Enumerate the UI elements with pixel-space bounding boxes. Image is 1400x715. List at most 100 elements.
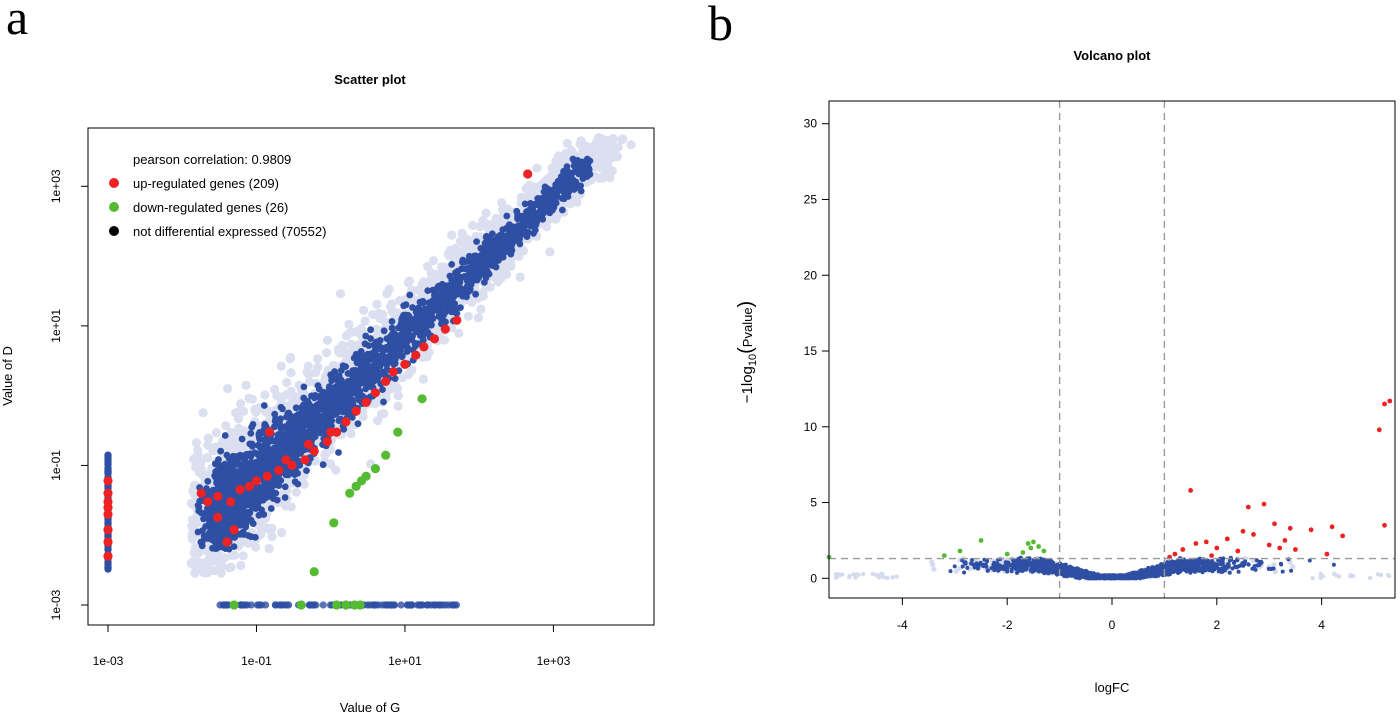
scatter-point	[418, 374, 428, 384]
scatter-point	[236, 560, 246, 571]
scatter-point	[445, 245, 455, 255]
scatter-point	[506, 221, 513, 229]
scatter-point	[608, 152, 618, 162]
scatter-point	[239, 506, 247, 514]
scatter-point	[547, 171, 557, 181]
scatter-point	[440, 262, 450, 272]
scatter-point	[525, 180, 535, 190]
scatter-point	[187, 530, 197, 540]
scatter-point	[367, 335, 374, 342]
scatter-point	[331, 368, 339, 376]
scatter-point	[212, 526, 220, 533]
scatter-point	[596, 162, 606, 173]
scatter-point	[232, 509, 240, 516]
scatter-point	[216, 568, 226, 578]
scatter-point	[334, 347, 344, 357]
scatter-point	[426, 311, 434, 318]
scatter-point	[569, 155, 577, 163]
scatter-point	[277, 443, 285, 451]
scatter-point	[191, 562, 201, 573]
scatter-point	[503, 212, 511, 220]
scatter-point	[493, 277, 503, 287]
scatter-point	[292, 404, 300, 412]
scatter-point	[360, 366, 367, 374]
scatter-point	[229, 440, 239, 450]
scatter-point	[226, 562, 236, 572]
scatter-point	[247, 430, 255, 437]
scatter-point	[507, 247, 514, 255]
scatter-point	[449, 286, 457, 294]
panel-letter-a: a	[6, 0, 28, 45]
scatter-point	[600, 147, 610, 157]
scatter-point	[303, 467, 310, 474]
scatter-point	[205, 550, 216, 561]
scatter-point	[217, 447, 225, 455]
scatter-point	[233, 461, 241, 468]
scatter-point	[187, 515, 197, 525]
scatter-point	[298, 433, 306, 440]
scatter-point	[594, 133, 604, 143]
scatter-point	[434, 270, 444, 280]
scatter-point	[207, 534, 215, 542]
scatter-point	[524, 190, 534, 200]
scatter-point	[211, 428, 221, 438]
scatter-point	[319, 376, 330, 386]
scatter-point	[354, 340, 364, 350]
scatter-point	[443, 249, 453, 259]
scatter-point	[547, 163, 557, 173]
scatter-point	[227, 437, 237, 447]
scatter-point	[319, 461, 327, 469]
scatter-point	[244, 537, 254, 548]
scatter-point	[418, 277, 429, 287]
scatter-point	[339, 387, 347, 394]
scatter-point	[320, 388, 328, 396]
scatter-point	[593, 135, 603, 145]
scatter-point	[481, 208, 491, 218]
scatter-point	[278, 392, 288, 402]
scatter-point	[476, 304, 486, 314]
scatter-point	[352, 340, 362, 350]
scatter-point	[416, 298, 424, 306]
scatter-point	[586, 157, 594, 165]
scatter-point	[262, 444, 270, 451]
scatter-point	[271, 410, 279, 418]
scatter-point	[247, 516, 255, 524]
scatter-point	[334, 378, 342, 385]
scatter-point	[600, 146, 610, 156]
scatter-point	[403, 370, 413, 380]
scatter-point	[588, 143, 598, 153]
scatter-point	[356, 380, 363, 388]
scatter-point	[604, 144, 615, 154]
scatter-point	[211, 460, 219, 468]
scatter-point	[425, 277, 435, 287]
scatter-point	[300, 383, 308, 391]
scatter-point	[196, 464, 206, 474]
scatter-point	[282, 429, 290, 437]
scatter-point	[591, 162, 601, 172]
scatter-point	[229, 452, 237, 460]
scatter-point	[532, 188, 542, 198]
scatter-point	[557, 153, 567, 163]
scatter-point	[415, 304, 423, 312]
scatter-point	[393, 401, 403, 411]
scatter-point	[197, 509, 205, 517]
scatter-point	[212, 473, 219, 481]
scatter-point	[368, 355, 375, 363]
scatter-point	[187, 534, 198, 544]
scatter-point	[377, 409, 387, 419]
scatter-point	[261, 523, 272, 533]
scatter-point	[594, 173, 604, 183]
scatter-point	[255, 519, 265, 529]
scatter-point	[331, 465, 341, 475]
scatter-point	[226, 490, 234, 498]
scatter-point	[256, 463, 264, 471]
scatter-point	[220, 553, 230, 563]
scatter-point	[406, 291, 414, 299]
scatter-point	[287, 414, 295, 422]
scatter-point	[376, 356, 384, 363]
scatter-point	[286, 386, 296, 396]
scatter-point	[521, 216, 529, 223]
scatter-point	[260, 402, 268, 409]
scatter-points	[103, 133, 636, 610]
scatter-point	[370, 341, 378, 349]
